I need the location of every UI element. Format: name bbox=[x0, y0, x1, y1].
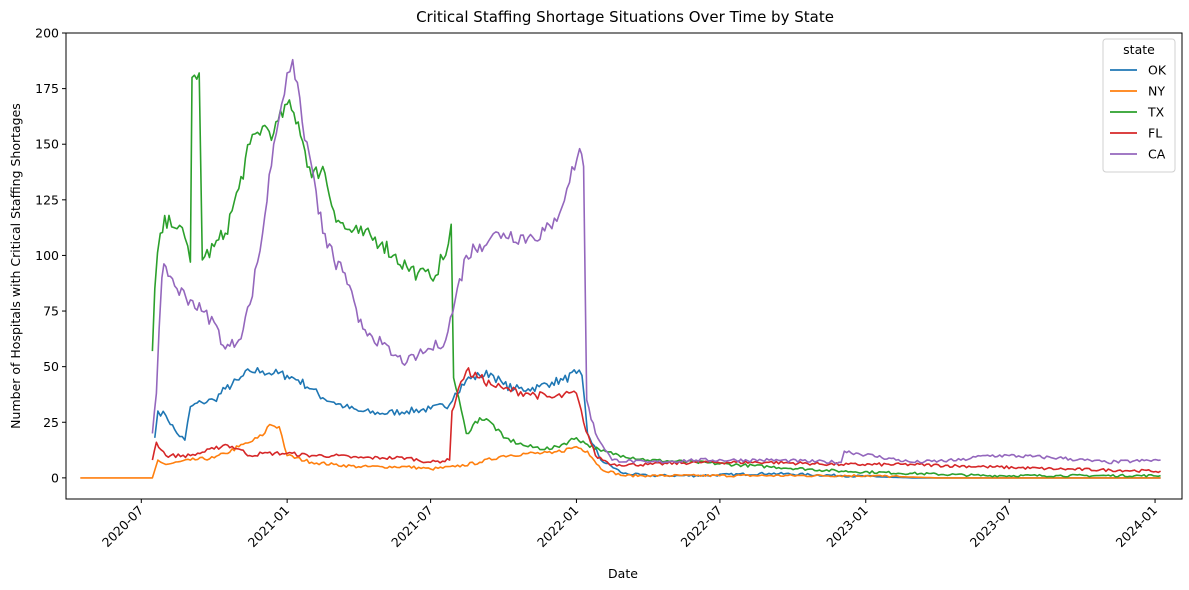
chart-title: Critical Staffing Shortage Situations Ov… bbox=[416, 8, 834, 26]
x-tick-label: 2024-01 bbox=[1113, 503, 1161, 551]
legend-label-ca: CA bbox=[1148, 147, 1166, 162]
x-tick-label: 2023-07 bbox=[967, 503, 1015, 551]
y-tick-label: 125 bbox=[35, 192, 59, 207]
x-axis-label: Date bbox=[608, 566, 638, 581]
x-tick-label: 2020-07 bbox=[99, 503, 147, 551]
y-tick-label: 150 bbox=[35, 137, 59, 152]
series-line-ny bbox=[80, 423, 1161, 479]
series-line-ca bbox=[151, 58, 1161, 465]
y-tick-label: 175 bbox=[35, 81, 59, 96]
x-tick-label: 2021-01 bbox=[245, 503, 293, 551]
legend-label-fl: FL bbox=[1148, 126, 1162, 141]
series-line-tx bbox=[151, 72, 1161, 478]
y-tick-label: 75 bbox=[43, 304, 59, 319]
legend-label-ny: NY bbox=[1148, 84, 1165, 99]
legend-label-tx: TX bbox=[1147, 105, 1165, 120]
legend-title: state bbox=[1123, 42, 1155, 57]
plot-lines bbox=[80, 58, 1161, 479]
x-tick-label: 2022-01 bbox=[534, 503, 582, 551]
plot-frame bbox=[65, 32, 1183, 500]
x-axis: 2020-07 2021-01 2021-07 2022-01 2022-07 2023-… bbox=[99, 499, 1160, 550]
x-tick-label: 2022-07 bbox=[677, 503, 725, 551]
legend-label-ok: OK bbox=[1148, 63, 1167, 78]
series-line-fl bbox=[151, 367, 1161, 474]
y-tick-label: 25 bbox=[43, 415, 59, 430]
y-tick-label: 100 bbox=[35, 248, 59, 263]
y-tick-label: 0 bbox=[51, 470, 59, 485]
legend: state OK NY TX FL CA bbox=[1102, 38, 1176, 173]
x-tick-label: 2021-07 bbox=[388, 503, 436, 551]
legend-box bbox=[1102, 38, 1176, 173]
y-axis: 0 25 50 75 100 125 150 175 200 bbox=[35, 26, 66, 485]
y-tick-label: 200 bbox=[35, 26, 59, 41]
y-axis-label: Number of Hospitals with Critical Staffi… bbox=[8, 103, 23, 429]
x-tick-label: 2023-01 bbox=[823, 503, 871, 551]
y-tick-label: 50 bbox=[43, 359, 59, 374]
